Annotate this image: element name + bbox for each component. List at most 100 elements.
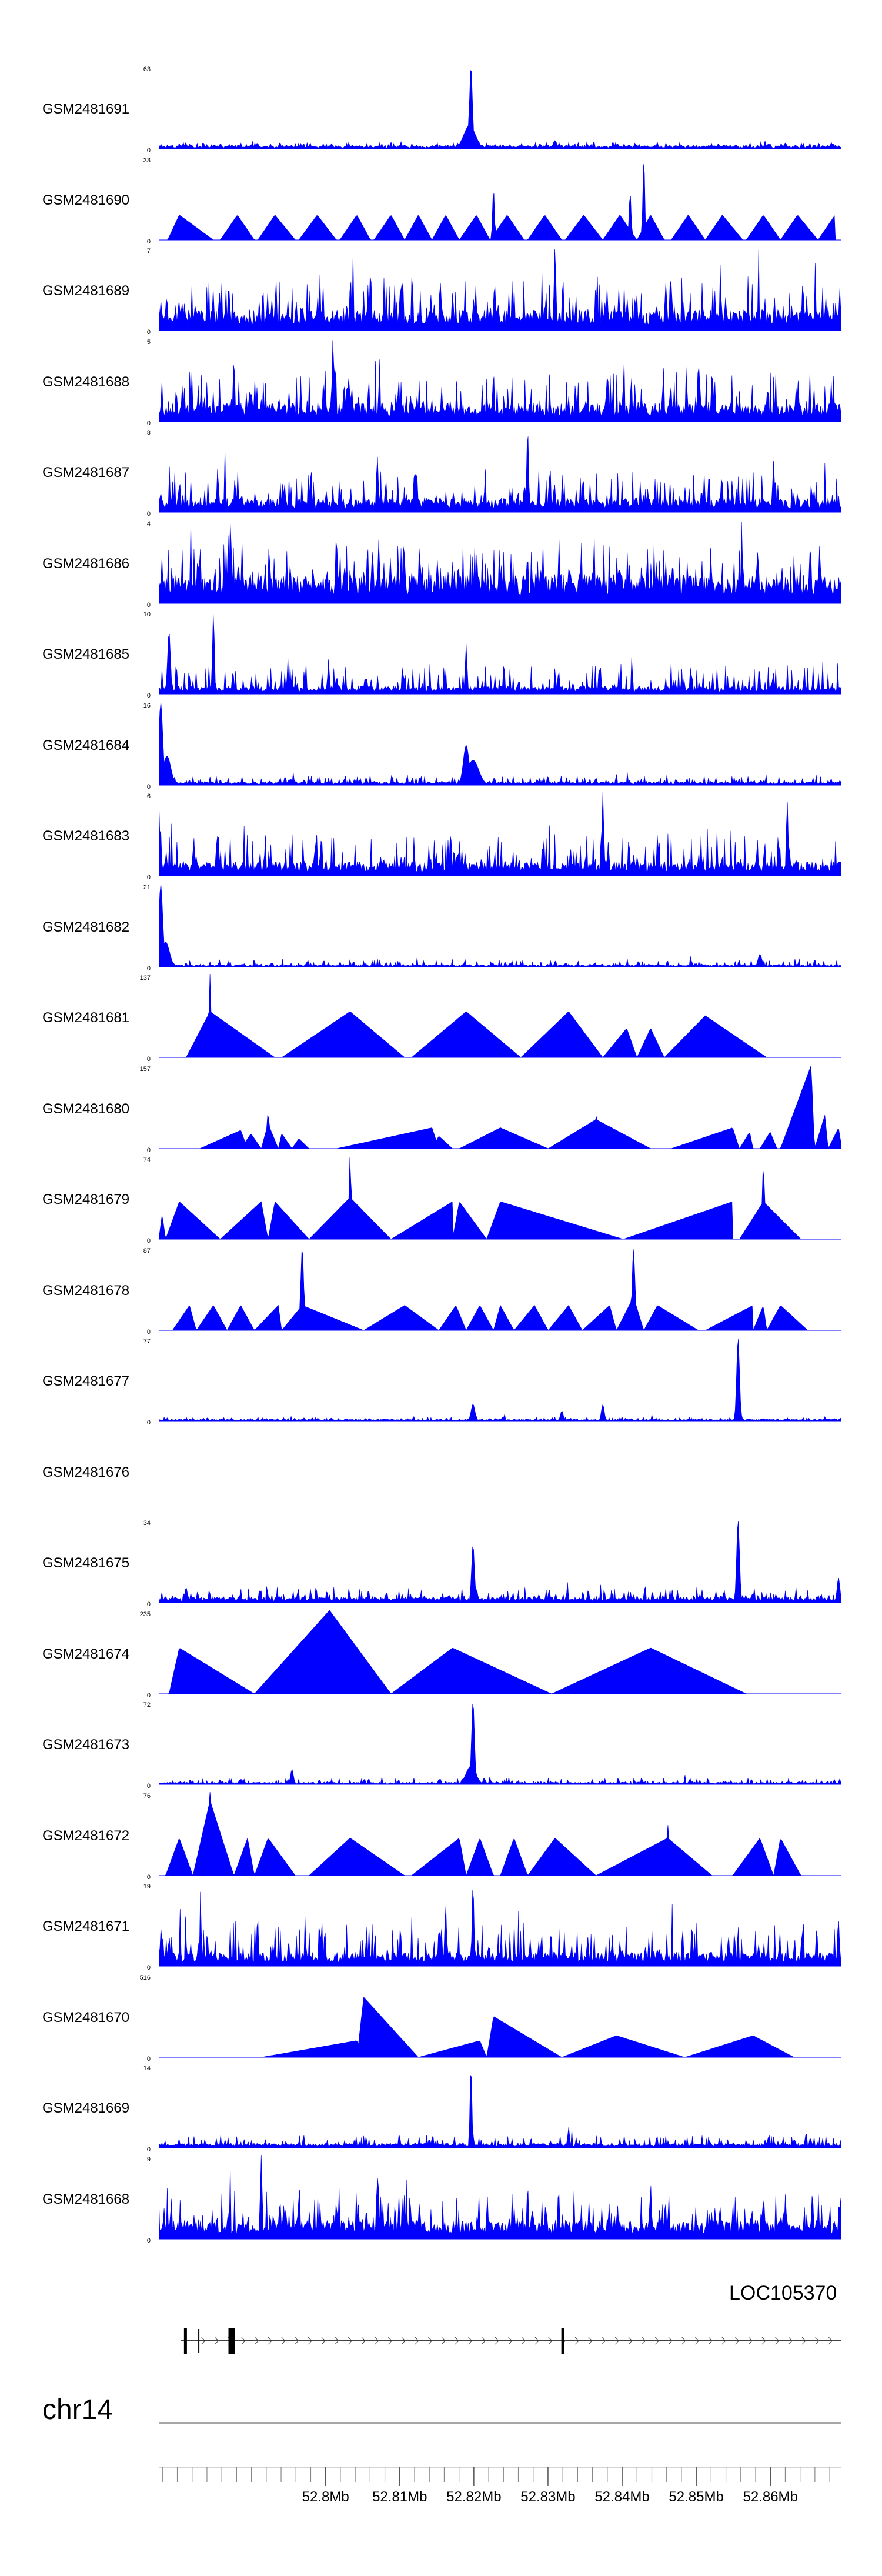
strand-chevron — [201, 2337, 206, 2345]
strand-chevron — [441, 2337, 446, 2345]
strand-chevron — [521, 2337, 526, 2345]
track-max-label: 77 — [143, 1338, 151, 1345]
track-plot — [159, 1156, 841, 1240]
track-GSM2481682: GSM2481682 21 0 — [0, 883, 882, 973]
exon-block — [228, 2328, 235, 2354]
strand-chevron — [468, 2337, 473, 2345]
track-min-label: 0 — [146, 2237, 151, 2244]
track-GSM2481685: GSM2481685 10 0 — [0, 610, 882, 700]
track-plot — [159, 2064, 841, 2148]
track-min-label: 0 — [146, 329, 151, 336]
track-plot — [159, 1519, 841, 1603]
track-min-label: 0 — [146, 510, 151, 518]
strand-chevron — [548, 2337, 553, 2345]
track-GSM2481675: GSM2481675 34 0 — [0, 1519, 882, 1609]
strand-chevron — [415, 2337, 419, 2345]
strand-chevron — [654, 2337, 660, 2345]
track-plot — [159, 1883, 841, 1967]
track-plot — [159, 610, 841, 695]
track-min-label: 0 — [146, 1783, 151, 1790]
strand-chevron — [255, 2337, 259, 2345]
track-label: GSM2481679 — [42, 1192, 130, 1207]
track-plot — [159, 338, 841, 422]
track-min-label: 0 — [146, 1601, 151, 1608]
track-label: GSM2481672 — [42, 1827, 130, 1844]
track-max-label: 9 — [146, 2155, 151, 2163]
track-max-label: 235 — [139, 1610, 151, 1618]
track-label: GSM2481691 — [42, 101, 130, 117]
track-min-label: 0 — [146, 147, 151, 154]
tick-label: 52.82Mb — [446, 2489, 501, 2505]
coverage-area — [159, 1610, 841, 1694]
track-label: GSM2481683 — [42, 828, 130, 844]
coverage-area — [159, 973, 841, 1058]
track-min-label: 0 — [146, 2146, 151, 2153]
strand-chevron — [642, 2337, 646, 2345]
coverage-area — [159, 163, 841, 241]
track-max-label: 33 — [143, 156, 151, 164]
track-label: GSM2481680 — [42, 1100, 130, 1117]
track-GSM2481676: GSM2481676 — [0, 1428, 882, 1519]
track-plot — [159, 701, 841, 785]
track-min-label: 0 — [146, 874, 151, 881]
track-min-label: 0 — [146, 238, 151, 245]
strand-chevron — [375, 2337, 379, 2345]
track-plot — [159, 1337, 841, 1422]
coverage-area — [159, 1065, 841, 1149]
coverage-area — [159, 1157, 841, 1240]
track-GSM2481686: GSM2481686 4 0 — [0, 519, 882, 610]
exon-block — [561, 2328, 564, 2354]
track-plot — [159, 156, 841, 241]
coverage-area — [159, 883, 841, 967]
strand-chevron — [735, 2337, 740, 2345]
track-min-label: 0 — [146, 1873, 151, 1881]
strand-chevron — [681, 2337, 686, 2345]
strand-chevron — [588, 2337, 593, 2345]
track-GSM2481674: GSM2481674 235 0 — [0, 1610, 882, 1700]
coverage-area — [159, 2155, 841, 2239]
strand-chevron — [788, 2337, 793, 2345]
track-min-label: 0 — [146, 601, 151, 609]
strand-chevron — [602, 2337, 606, 2345]
track-label: GSM2481689 — [42, 283, 130, 299]
track-label: GSM2481676 — [42, 1464, 130, 1480]
track-max-label: 6 — [146, 793, 151, 800]
track-GSM2481683: GSM2481683 6 0 — [0, 792, 882, 882]
track-max-label: 4 — [146, 520, 151, 528]
track-label: GSM2481687 — [42, 465, 130, 481]
track-min-label: 0 — [146, 692, 151, 699]
strand-chevron — [321, 2337, 326, 2345]
track-max-label: 87 — [143, 1247, 151, 1254]
genome-axis: 52.8Mb 52.81Mb 52.82Mb 52.83Mb 52.84Mb 52.85M… — [159, 2422, 841, 2505]
track-label: GSM2481682 — [42, 919, 130, 935]
track-max-label: 63 — [143, 66, 151, 73]
tick-label: 52.84Mb — [594, 2489, 649, 2505]
track-label: GSM2481684 — [42, 737, 130, 753]
track-GSM2481688: GSM2481688 5 0 — [0, 338, 882, 428]
strand-chevron — [574, 2337, 579, 2345]
track-label: GSM2481685 — [42, 646, 130, 662]
track-min-label: 0 — [146, 2055, 151, 2063]
track-min-label: 0 — [146, 1328, 151, 1336]
track-min-label: 0 — [146, 1691, 151, 1699]
strand-chevron — [708, 2337, 713, 2345]
track-GSM2481668: GSM2481668 9 0 — [0, 2155, 882, 2245]
track-GSM2481681: GSM2481681 137 0 — [0, 973, 882, 1064]
strand-chevron — [695, 2337, 700, 2345]
strand-chevron — [428, 2337, 433, 2345]
track-max-label: 76 — [143, 1792, 151, 1800]
strand-chevron — [281, 2337, 286, 2345]
coverage-area — [159, 1996, 841, 2057]
strand-chevron — [295, 2337, 299, 2345]
track-label: GSM2481678 — [42, 1282, 130, 1299]
strand-chevron — [761, 2337, 766, 2345]
strand-chevron — [481, 2337, 486, 2345]
strand-chevron — [721, 2337, 726, 2345]
track-max-label: 16 — [143, 702, 151, 709]
strand-chevron — [828, 2337, 833, 2345]
strand-chevron — [815, 2337, 820, 2345]
track-GSM2481672: GSM2481672 76 0 — [0, 1791, 882, 1882]
track-GSM2481677: GSM2481677 77 0 — [0, 1337, 882, 1427]
track-GSM2481678: GSM2481678 87 0 — [0, 1246, 882, 1337]
track-plot — [159, 973, 841, 1058]
